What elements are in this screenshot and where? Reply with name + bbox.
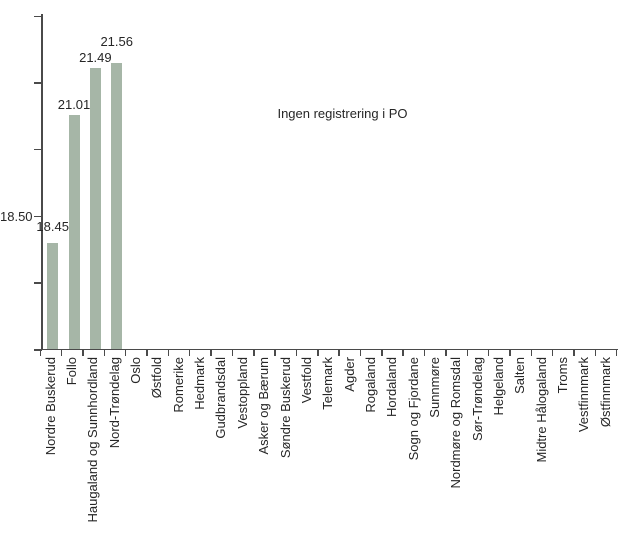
x-axis-tick <box>146 350 148 356</box>
x-category-label-telemark: Telemark <box>320 357 336 410</box>
x-axis-tick <box>274 350 276 356</box>
x-category-label-follo: Follo <box>64 357 80 386</box>
x-category-label-s-ndre-buskerud: Søndre Buskerud <box>277 357 293 459</box>
bar-follo <box>68 115 80 349</box>
x-axis-tick <box>402 350 404 356</box>
x-category-label-agder: Agder <box>341 357 357 392</box>
x-axis-tick <box>466 350 468 356</box>
x-axis-tick <box>423 350 426 356</box>
x-category-label-haugaland-og-sunnhordland: Haugaland og Sunnhordland <box>85 357 101 523</box>
x-axis-tick <box>359 350 362 356</box>
x-category-label-vestfold: Vestfold <box>298 357 314 404</box>
x-axis-tick <box>338 350 340 356</box>
bar-nord-tr-ndelag <box>111 63 123 349</box>
x-category-label-hedmark: Hedmark <box>192 357 208 410</box>
x-axis-tick <box>573 350 575 356</box>
x-category-label-vestoppland: Vestoppland <box>234 357 250 429</box>
x-category-label-gudbrandsdal: Gudbrandsdal <box>213 357 229 439</box>
x-axis-tick <box>188 350 191 356</box>
x-category-label-sogn-og-fjordane: Sogn og Fjordane <box>405 357 421 461</box>
x-axis-tick <box>530 350 533 356</box>
x-category-label-stfinnmark: Østfinnmark <box>597 357 613 428</box>
x-category-label-midtre-h-logaland: Midtre Hålogaland <box>533 357 549 463</box>
x-category-label-nordm-re-og-romsdal: Nordmøre og Romsdal <box>448 357 464 489</box>
x-axis-tick <box>551 350 554 356</box>
x-axis-tick <box>124 350 127 356</box>
x-category-label-stfold: Østfold <box>149 357 165 399</box>
x-category-label-nordre-buskerud: Nordre Buskerud <box>42 357 58 456</box>
x-axis-tick <box>381 350 383 356</box>
x-axis-tick <box>253 350 255 356</box>
x-category-label-s-r-tr-ndelag: Sør-Trøndelag <box>469 357 485 442</box>
bar-haugaland-og-sunnhordland <box>89 68 101 349</box>
x-axis-tick <box>60 350 63 356</box>
x-category-label-salten: Salten <box>512 357 528 394</box>
y-axis-tick <box>33 82 42 84</box>
y-axis-tick <box>33 215 42 218</box>
y-axis-tick-label: 18.50 <box>0 209 33 224</box>
x-category-label-troms: Troms <box>555 357 571 394</box>
x-axis-tick <box>445 350 447 356</box>
y-axis-tick <box>33 148 42 151</box>
y-axis-tick <box>33 349 42 351</box>
bar-value-label-haugaland-og-sunnhordland: 21.49 <box>79 50 112 65</box>
x-category-label-hordaland: Hordaland <box>384 357 400 417</box>
bar-nordre-buskerud <box>47 243 59 349</box>
x-axis-tick <box>210 350 212 356</box>
x-category-label-nord-tr-ndelag: Nord-Trøndelag <box>106 357 122 449</box>
x-axis-line <box>39 348 618 350</box>
x-category-label-romerike: Romerike <box>170 357 186 413</box>
x-axis-tick <box>103 350 106 356</box>
x-category-label-vestfinnmark: Vestfinnmark <box>576 357 592 433</box>
x-category-label-rogaland: Rogaland <box>362 357 378 413</box>
bar-value-label-follo: 21.01 <box>57 97 91 112</box>
x-axis-tick <box>317 350 319 356</box>
x-category-label-oslo: Oslo <box>128 357 144 384</box>
y-axis-line <box>41 14 43 350</box>
x-axis-tick <box>594 350 597 356</box>
x-axis-tick <box>487 350 490 356</box>
bar-value-label-nord-tr-ndelag: 21.56 <box>100 34 133 49</box>
y-axis-tick <box>33 282 42 284</box>
x-axis-tick <box>295 350 298 356</box>
x-category-label-sunnm-re: Sunnmøre <box>426 357 442 418</box>
x-axis-tick <box>231 350 234 356</box>
x-category-label-asker-og-b-rum: Asker og Bærum <box>256 357 272 455</box>
x-axis-tick <box>39 350 41 356</box>
x-category-label-helgeland: Helgeland <box>491 357 507 416</box>
x-axis-tick <box>82 350 84 356</box>
bar-value-label-nordre-buskerud: 18.45 <box>36 219 69 234</box>
x-axis-tick <box>167 350 170 356</box>
chart-annotation: Ingen registrering i PO <box>277 106 408 121</box>
y-axis-tick <box>33 15 42 17</box>
x-axis-tick <box>509 350 511 356</box>
x-axis-tick <box>615 350 618 356</box>
